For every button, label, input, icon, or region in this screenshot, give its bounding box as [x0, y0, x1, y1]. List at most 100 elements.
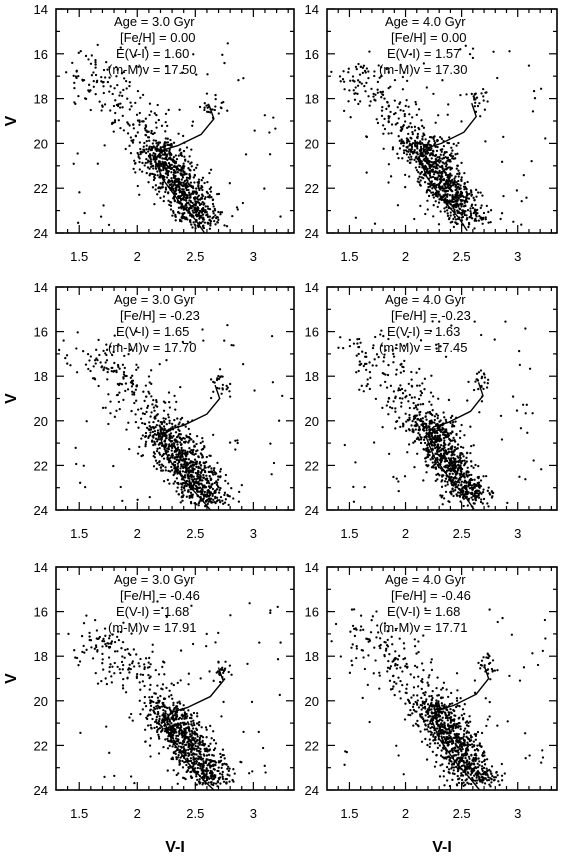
star-point: [465, 456, 468, 459]
star-point: [157, 438, 161, 441]
y-tick-label: 16: [34, 325, 48, 340]
star-point: [456, 472, 459, 475]
star-point: [492, 50, 495, 53]
star-point: [144, 117, 147, 120]
star-point: [368, 370, 372, 374]
star-point: [446, 189, 450, 193]
star-point: [138, 168, 141, 171]
star-point: [157, 186, 160, 190]
star-point: [228, 395, 232, 398]
star-point: [177, 745, 180, 748]
isochrone-line: [424, 382, 484, 510]
star-point: [375, 353, 379, 356]
star-point: [347, 100, 350, 103]
star-point: [353, 98, 357, 101]
star-point: [452, 490, 455, 493]
star-point: [100, 365, 104, 368]
star-point: [136, 452, 140, 455]
star-point: [445, 469, 449, 472]
star-point: [402, 144, 405, 147]
star-point: [202, 206, 205, 210]
star-point: [414, 100, 417, 104]
star-point: [431, 409, 434, 412]
star-point: [144, 443, 147, 446]
star-point: [522, 174, 525, 177]
star-point: [202, 209, 205, 212]
star-point: [192, 440, 195, 444]
star-point: [372, 92, 375, 96]
star-point: [441, 189, 444, 192]
star-point: [203, 446, 206, 449]
star-point: [182, 149, 186, 153]
star-point: [203, 106, 206, 109]
star-point: [425, 144, 429, 148]
star-point: [270, 473, 273, 476]
star-point: [226, 773, 229, 776]
star-point: [166, 747, 170, 750]
star-point: [209, 186, 213, 189]
star-point: [151, 154, 154, 157]
star-point: [169, 456, 172, 459]
star-point: [184, 185, 187, 188]
star-point: [157, 162, 160, 165]
star-point: [164, 727, 167, 730]
star-point: [434, 145, 437, 148]
star-point: [399, 388, 402, 392]
star-point: [189, 218, 192, 222]
star-point: [438, 450, 441, 453]
star-point: [405, 141, 409, 144]
star-point: [190, 165, 193, 168]
star-point: [193, 174, 197, 177]
star-point: [213, 219, 216, 223]
star-point: [487, 221, 490, 224]
star-point: [213, 500, 216, 504]
star-point: [205, 728, 208, 731]
star-point: [160, 705, 164, 708]
star-point: [450, 454, 453, 457]
star-point: [69, 364, 72, 367]
star-point: [449, 416, 453, 419]
star-point: [434, 430, 437, 433]
star-point: [499, 414, 503, 418]
star-point: [177, 154, 180, 157]
star-point: [115, 65, 118, 69]
star-point: [144, 46, 147, 49]
star-point: [143, 412, 147, 416]
star-point: [178, 108, 181, 111]
star-point: [205, 455, 208, 459]
star-point: [167, 391, 171, 394]
star-point: [194, 744, 197, 748]
star-point: [470, 204, 473, 208]
star-point: [226, 109, 229, 112]
star-point: [208, 196, 211, 199]
star-point: [206, 491, 209, 494]
star-point: [447, 500, 450, 503]
star-point: [95, 357, 98, 360]
star-point: [128, 124, 131, 127]
star-point: [149, 415, 152, 418]
y-axis-title: V: [3, 115, 20, 126]
star-point: [167, 192, 170, 195]
star-point: [405, 137, 409, 140]
star-point: [173, 444, 176, 447]
star-point: [253, 129, 256, 132]
star-point: [392, 400, 395, 403]
star-point: [477, 219, 481, 222]
star-point: [194, 227, 197, 230]
star-point: [205, 477, 209, 480]
star-point: [453, 446, 457, 449]
star-point: [126, 97, 129, 100]
star-point: [197, 187, 201, 190]
star-point: [467, 497, 471, 500]
star-point: [410, 396, 414, 399]
star-point: [152, 145, 155, 148]
star-point: [382, 124, 385, 127]
star-point: [206, 192, 209, 195]
star-point: [349, 116, 352, 119]
star-point: [444, 443, 447, 446]
star-point: [419, 339, 423, 342]
star-point: [364, 71, 367, 74]
star-point: [201, 201, 204, 204]
star-point: [141, 161, 144, 165]
star-point: [195, 73, 198, 76]
